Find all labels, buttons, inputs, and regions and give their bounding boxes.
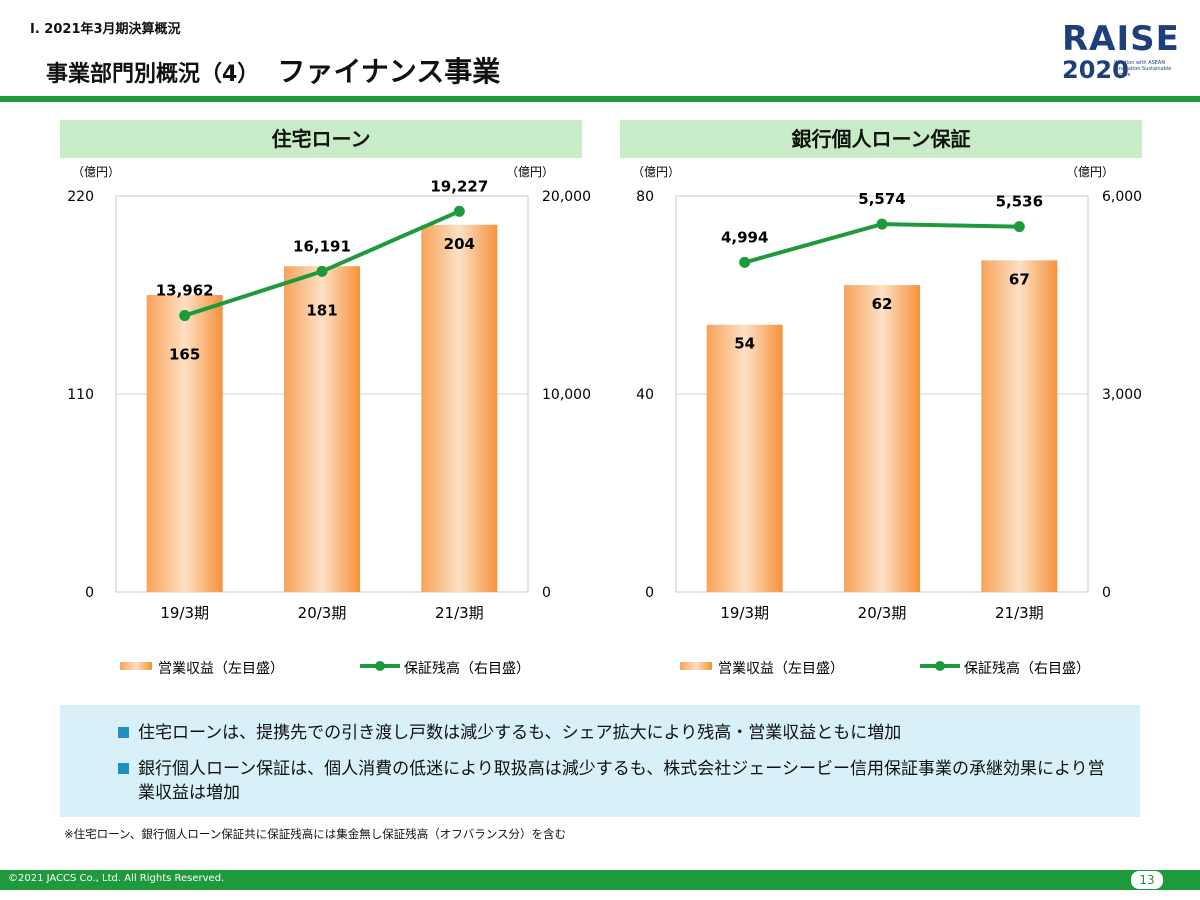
right-axis-unit: （億円） xyxy=(1066,165,1114,179)
bar-data-label: 181 xyxy=(306,301,337,319)
logo-word: RAISE xyxy=(1062,19,1180,59)
left-axis-unit: （億円） xyxy=(72,165,120,179)
copyright: ©2021 JACCS Co., Ltd. All Rights Reserve… xyxy=(8,873,225,884)
left-tick-label: 80 xyxy=(636,189,654,205)
legend-swatch-bar xyxy=(680,662,712,670)
logo-year: 2020 xyxy=(1062,56,1129,84)
logo-tagline: Relation with ASEAN Innovation Sustainab… xyxy=(1114,60,1172,78)
right-tick-label: 0 xyxy=(1102,585,1111,601)
bar-data-label: 62 xyxy=(872,295,893,313)
left-tick-label: 40 xyxy=(636,387,654,403)
line-point xyxy=(316,265,328,277)
chart-title: 住宅ローン xyxy=(60,120,582,158)
section-label: Ⅰ. 2021年3月期決算概況 xyxy=(30,22,181,37)
chart-svg-housing-loan: （億円） （億円） 220 110 0 20,000 10,000 0 19/3期 20/3期 21… xyxy=(67,165,590,677)
page-title-sub: ファイナンス事業 xyxy=(277,55,501,88)
chart-title: 銀行個人ローン保証 xyxy=(620,120,1142,158)
line-data-label: 5,574 xyxy=(858,190,905,208)
bar xyxy=(981,260,1058,592)
note-item: 住宅ローンは、提携先での引き渡し戸数は減少するも、シェア拡大により残高・営業収益… xyxy=(118,721,1118,745)
chart-bank-loan-guarantee: 銀行個人ローン保証 （億円） （億円） 80 40 0 6,000 3,000 0 19/3期 2… xyxy=(610,120,1150,690)
left-tick-label: 0 xyxy=(645,585,654,601)
page-title-main: 事業部門別概況（4） xyxy=(46,62,260,87)
legend-swatch-bar xyxy=(120,662,152,670)
left-axis-unit: （億円） xyxy=(632,165,680,179)
right-tick-label: 0 xyxy=(542,585,551,601)
x-tick-label: 19/3期 xyxy=(720,604,769,622)
note-text: 銀行個人ローン保証は、個人消費の低迷により取扱高は減少するも、株式会社ジェーシー… xyxy=(138,759,1105,803)
bar xyxy=(146,295,223,592)
bar xyxy=(421,224,498,593)
square-bullet-icon xyxy=(118,727,129,738)
right-tick-label: 10,000 xyxy=(542,387,590,403)
footnote: ※住宅ローン、銀行個人ローン保証共に保証残高には集金無し保証残高（オフバランス分… xyxy=(64,827,567,841)
line-point xyxy=(876,218,888,230)
legend-label-bar: 営業収益（左目盛） xyxy=(158,661,284,677)
left-tick-label: 220 xyxy=(67,189,94,205)
bar-data-label: 204 xyxy=(444,235,475,253)
bar-data-label: 54 xyxy=(734,335,755,353)
x-tick-label: 20/3期 xyxy=(858,604,907,622)
title-divider xyxy=(0,96,1200,102)
legend-marker-line xyxy=(935,661,945,671)
bar-data-label: 165 xyxy=(169,346,200,364)
line-data-label: 13,962 xyxy=(156,282,214,300)
note-item: 銀行個人ローン保証は、個人消費の低迷により取扱高は減少するも、株式会社ジェーシー… xyxy=(118,757,1118,805)
right-tick-label: 3,000 xyxy=(1102,387,1142,403)
bar xyxy=(844,285,920,592)
raise-2020-logo: RAISE 2020 Relation with ASEAN Innovatio… xyxy=(1062,22,1179,92)
line-point xyxy=(179,310,191,322)
line-point xyxy=(739,256,751,268)
chart-housing-loan: 住宅ローン （億円） （億円） 220 110 0 20,000 10,000 0 19/3期 2… xyxy=(50,120,590,690)
notes-box: 住宅ローンは、提携先での引き渡し戸数は減少するも、シェア拡大により残高・営業収益… xyxy=(60,705,1140,817)
page-number: 13 xyxy=(1130,870,1164,890)
line-data-label: 19,227 xyxy=(430,177,488,195)
legend-marker-line xyxy=(375,661,385,671)
legend-label-line: 保証残高（右目盛） xyxy=(404,660,530,677)
right-tick-label: 20,000 xyxy=(542,189,590,205)
left-tick-label: 0 xyxy=(85,585,94,601)
note-text: 住宅ローンは、提携先での引き渡し戸数は減少するも、シェア拡大により残高・営業収益… xyxy=(138,723,902,743)
legend-label-line: 保証残高（右目盛） xyxy=(964,660,1090,677)
bar-data-label: 67 xyxy=(1009,270,1030,288)
line-data-label: 5,536 xyxy=(996,193,1043,211)
x-tick-label: 21/3期 xyxy=(435,604,484,622)
x-tick-label: 19/3期 xyxy=(160,604,209,622)
x-tick-label: 20/3期 xyxy=(298,604,347,622)
bar xyxy=(284,266,360,592)
page-title: 事業部門別概況（4） ファイナンス事業 xyxy=(46,50,500,90)
line-point xyxy=(453,205,465,217)
legend-label-bar: 営業収益（左目盛） xyxy=(718,661,844,677)
line-point xyxy=(1013,221,1025,233)
line-data-label: 16,191 xyxy=(293,237,351,255)
line-data-label: 4,994 xyxy=(721,228,768,246)
bar xyxy=(706,324,783,592)
square-bullet-icon xyxy=(118,763,129,774)
left-tick-label: 110 xyxy=(67,387,94,403)
chart-svg-bank-loan-guarantee: （億円） （億円） 80 40 0 6,000 3,000 0 19/3期 20/3期 21/3期 5… xyxy=(632,165,1142,677)
right-tick-label: 6,000 xyxy=(1102,189,1142,205)
line-series xyxy=(744,222,1020,265)
x-tick-label: 21/3期 xyxy=(995,604,1044,622)
footer-bar: ©2021 JACCS Co., Ltd. All Rights Reserve… xyxy=(0,870,1200,890)
right-axis-unit: （億円） xyxy=(506,165,554,179)
